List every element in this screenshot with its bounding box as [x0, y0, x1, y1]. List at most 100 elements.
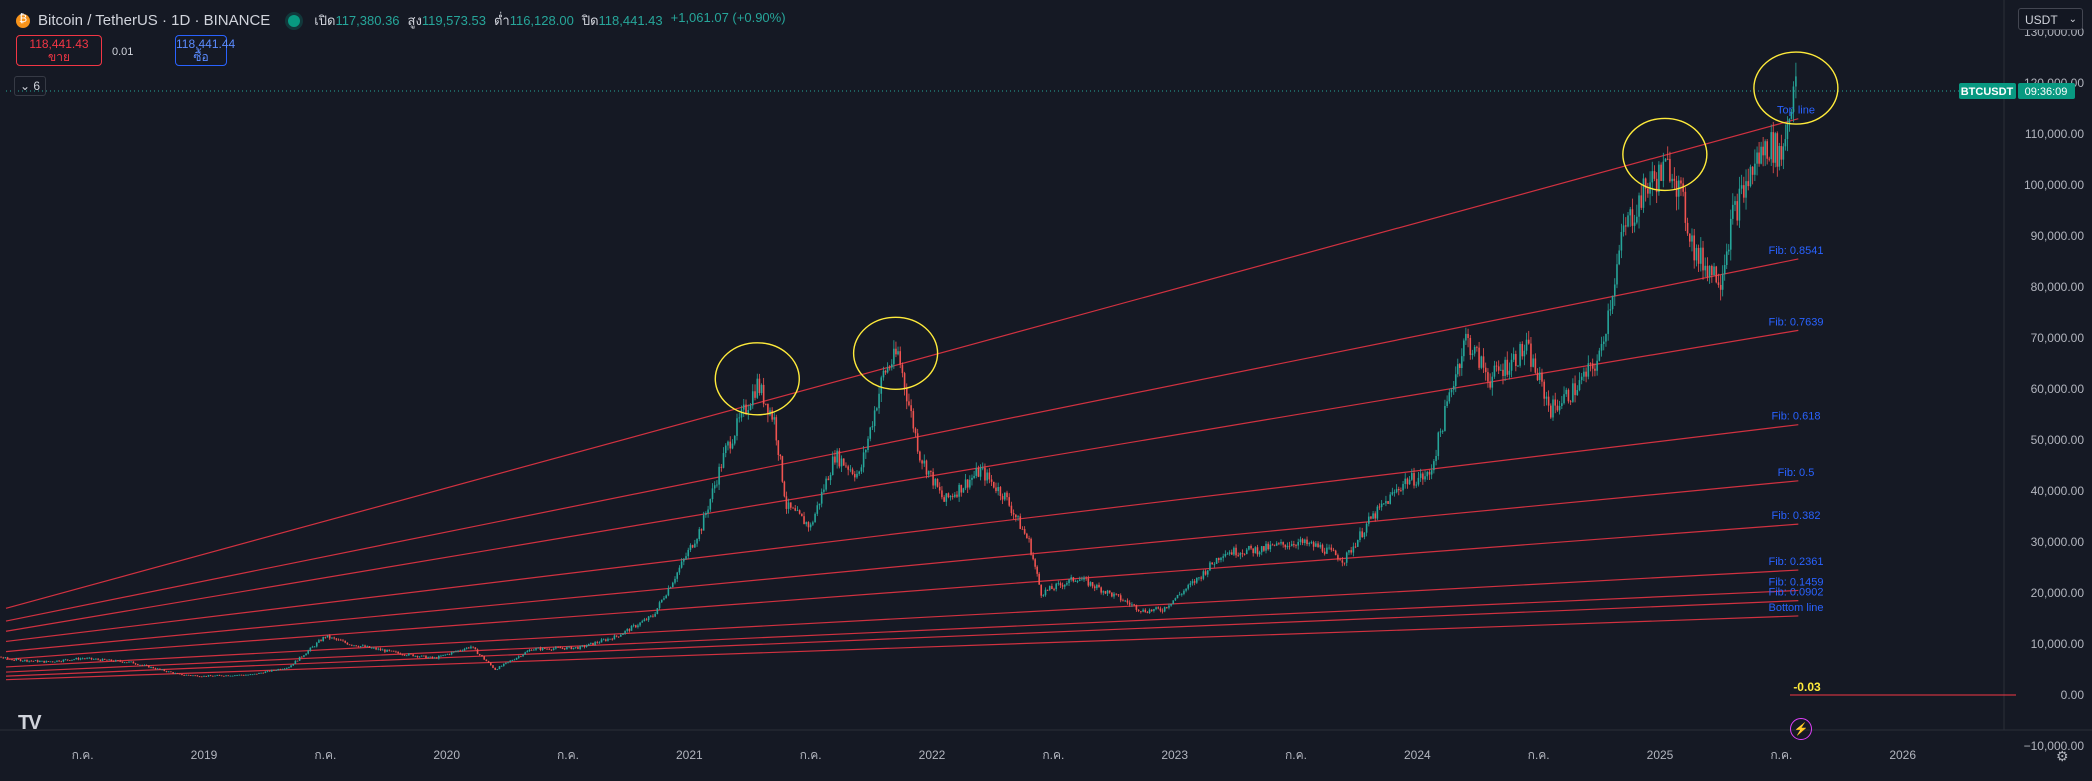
candle-body: [818, 503, 821, 506]
candle-body: [583, 645, 586, 648]
candle-body: [764, 403, 767, 405]
candle-body: [227, 675, 230, 677]
candle-body: [1034, 559, 1036, 567]
candle-body: [628, 629, 631, 631]
candle-body: [1334, 550, 1337, 556]
sell-button[interactable]: 118,441.43 ขาย: [16, 35, 102, 66]
candle-body: [958, 484, 960, 497]
candle-body: [932, 471, 934, 486]
buy-price: 118,441.44: [176, 37, 236, 51]
candle-body: [1085, 577, 1087, 579]
candle-body: [433, 657, 436, 659]
candle-body: [1032, 554, 1034, 560]
candle-body: [858, 471, 860, 474]
candle-body: [1408, 479, 1411, 485]
candle-body: [736, 418, 738, 436]
candle-body: [1211, 562, 1213, 565]
chevron-down-icon: ⌄: [19, 79, 31, 93]
candle-body: [781, 456, 784, 482]
candle-body: [1556, 405, 1559, 411]
candle-body: [1444, 405, 1446, 431]
candle-body: [539, 647, 542, 650]
candle-body: [1089, 582, 1092, 586]
candle-body: [90, 657, 93, 660]
candle-body: [555, 647, 557, 649]
candle-body: [28, 660, 30, 662]
candle-body: [1463, 340, 1465, 357]
gear-icon[interactable]: ⚙: [2056, 748, 2069, 764]
chevron-down-icon: ⌄: [2068, 14, 2077, 25]
candle-body: [0, 656, 2, 658]
candle-body: [1618, 250, 1620, 265]
candle-body: [820, 491, 823, 504]
candle-body: [1519, 343, 1521, 366]
candle-body: [1133, 604, 1135, 606]
candle-body: [1708, 265, 1711, 278]
candle-body: [442, 654, 444, 656]
candle-body: [722, 453, 725, 468]
candle-body: [995, 487, 997, 492]
candle-body: [660, 599, 663, 603]
candle-body: [1288, 545, 1291, 547]
market-status-icon: [288, 14, 301, 27]
candle-body: [187, 674, 190, 676]
candle-body: [283, 668, 286, 670]
candle-body: [167, 671, 170, 673]
candle-body: [1104, 591, 1107, 594]
candle-body: [1368, 516, 1370, 524]
candle-body: [446, 653, 449, 655]
candle-body: [1030, 538, 1032, 555]
symbol-title[interactable]: Bitcoin / TetherUS · 1D · BINANCE: [38, 12, 271, 29]
time-tick-label: ก.ค.: [314, 748, 336, 762]
candle-body: [986, 472, 988, 481]
candle-body: [1607, 310, 1609, 334]
candle-body: [1317, 543, 1319, 548]
candle-body: [1380, 503, 1383, 508]
candle-body: [888, 367, 891, 369]
candle-body: [1100, 587, 1102, 593]
candle-body: [1620, 231, 1623, 251]
buy-button[interactable]: 118,441.44 ซื้อ: [175, 35, 236, 66]
candle-body: [760, 384, 763, 394]
candle-body: [256, 673, 258, 675]
candle-body: [1778, 146, 1781, 167]
candle-body: [1693, 235, 1695, 261]
candle-body: [1576, 390, 1579, 396]
candle-body: [34, 660, 37, 662]
candle-body: [938, 486, 941, 491]
candle-body: [1183, 590, 1185, 594]
lightning-icon[interactable]: ⚡: [1790, 718, 1812, 740]
candle-body: [1669, 158, 1671, 182]
candle-body: [949, 495, 952, 498]
currency-select[interactable]: USDT ⌄: [2018, 8, 2083, 30]
candle-body: [1424, 476, 1426, 480]
candle-body: [698, 529, 701, 539]
candle-body: [1558, 406, 1561, 411]
candle-body: [566, 647, 568, 650]
candle-body: [1758, 152, 1760, 164]
candle-body: [1770, 132, 1773, 160]
candle-body: [1510, 359, 1513, 371]
candle-body: [370, 647, 373, 649]
candle-body: [1153, 609, 1155, 611]
candle-body: [453, 651, 455, 653]
candle-body: [1250, 545, 1252, 549]
candle-body: [1433, 461, 1435, 471]
indicators-toggle-button[interactable]: ⌄ 6: [14, 76, 46, 96]
candle-body: [758, 378, 761, 394]
candle-body: [103, 658, 106, 660]
candle-body: [1235, 547, 1237, 556]
candle-body: [1174, 598, 1177, 601]
candle-body: [194, 675, 196, 677]
candle-body: [377, 648, 380, 650]
candle-body: [1467, 333, 1469, 338]
candle-body: [1076, 580, 1079, 582]
candle-body: [1330, 547, 1333, 550]
candle-body: [196, 675, 199, 677]
candle-body: [1527, 339, 1530, 344]
candle-body: [1491, 376, 1494, 388]
candle-body: [524, 652, 526, 655]
candle-body: [192, 675, 194, 677]
candle-body: [729, 441, 732, 449]
